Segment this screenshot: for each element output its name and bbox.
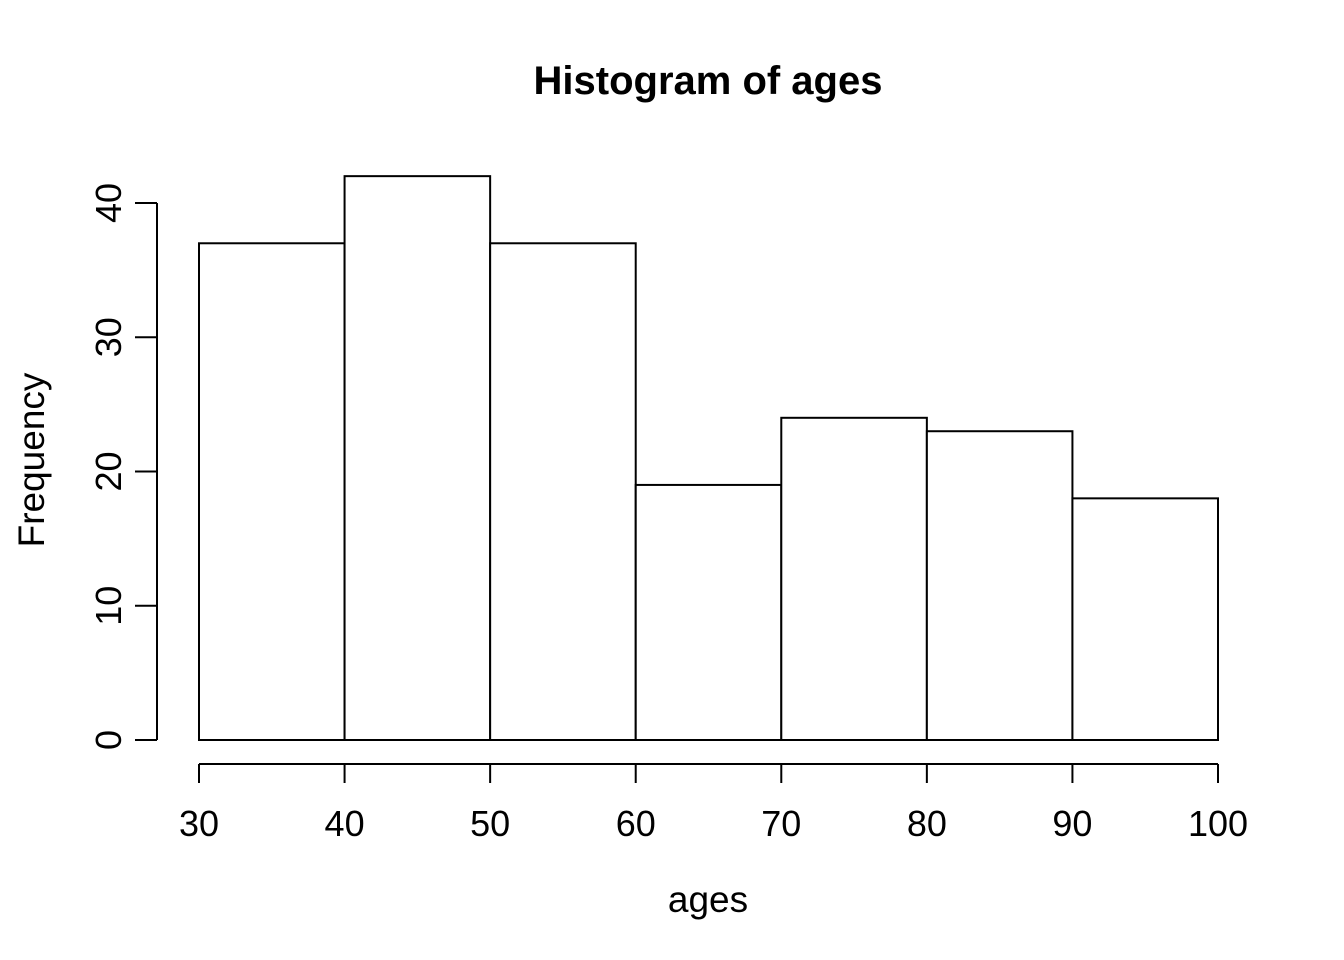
y-axis: 0 10 20 30 40 (88, 183, 158, 750)
y-tick-label: 20 (88, 451, 129, 491)
x-tick-label: 50 (470, 803, 510, 844)
y-tick-label: 40 (88, 183, 129, 223)
x-axis-title: ages (668, 879, 748, 920)
x-tick-label: 70 (761, 803, 801, 844)
histogram-bar (343, 175, 492, 741)
x-tick-label: 40 (325, 803, 365, 844)
histogram-bar (780, 416, 928, 741)
y-axis-title: Frequency (11, 372, 52, 547)
x-tick-label: 100 (1188, 803, 1248, 844)
x-tick-label: 30 (179, 803, 219, 844)
histogram-bar (198, 242, 346, 741)
histogram-bar (634, 483, 783, 741)
histogram-bar (489, 242, 637, 741)
y-tick-label: 10 (88, 586, 129, 626)
x-axis: 30 40 50 60 70 80 90 100 (179, 763, 1248, 844)
chart-title: Histogram of ages (534, 59, 883, 103)
histogram-bar (925, 430, 1074, 741)
x-tick-label: 60 (616, 803, 656, 844)
y-tick-label: 30 (88, 317, 129, 357)
plot-bars (198, 175, 1220, 741)
x-tick-label: 90 (1052, 803, 1092, 844)
x-tick-label: 80 (907, 803, 947, 844)
y-tick-label: 0 (88, 730, 129, 750)
histogram-bar (1071, 497, 1220, 741)
